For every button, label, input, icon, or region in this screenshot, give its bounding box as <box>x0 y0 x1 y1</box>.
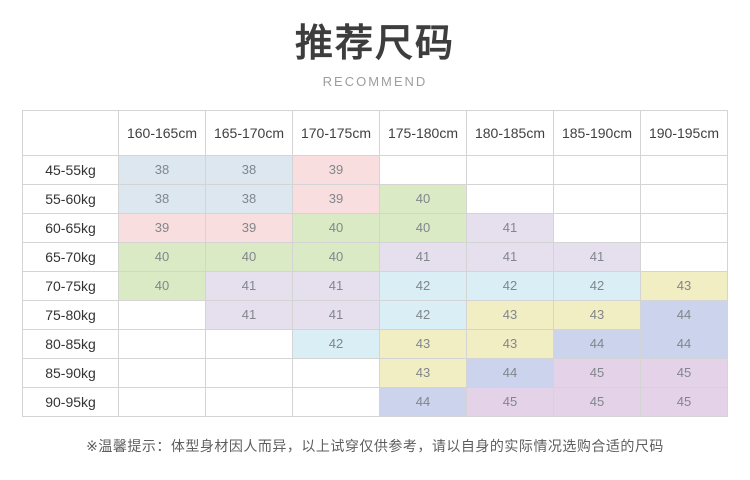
size-cell: 42 <box>292 328 380 359</box>
size-cell: 38 <box>205 183 293 214</box>
size-cell: 42 <box>466 270 554 301</box>
empty-cell <box>205 357 293 388</box>
size-cell: 45 <box>640 357 728 388</box>
size-cell: 43 <box>466 328 554 359</box>
size-cell: 45 <box>553 386 641 417</box>
corner-cell <box>22 109 119 156</box>
size-cell: 43 <box>553 299 641 330</box>
table-row: 55-60kg 38 38 39 40 <box>22 183 728 214</box>
size-cell: 42 <box>553 270 641 301</box>
size-table: 160-165cm 165-170cm 170-175cm 175-180cm 180-… <box>22 109 728 417</box>
size-cell: 41 <box>466 212 554 243</box>
size-cell: 43 <box>466 299 554 330</box>
size-cell: 42 <box>379 270 467 301</box>
empty-cell <box>640 241 728 272</box>
empty-cell <box>292 357 380 388</box>
size-cell: 40 <box>118 270 206 301</box>
size-cell: 39 <box>292 154 380 185</box>
empty-cell <box>118 328 206 359</box>
size-cell: 39 <box>205 212 293 243</box>
row-header-weight: 90-95kg <box>22 386 119 417</box>
empty-cell <box>553 212 641 243</box>
size-cell: 40 <box>379 212 467 243</box>
empty-cell <box>379 154 467 185</box>
page-title: 推荐尺码 <box>294 23 455 65</box>
footer-note: ※温馨提示：体型身材因人而异，以上试穿仅供参考，请以自身的实际情况选购合适的尺码 <box>86 437 664 454</box>
size-cell: 44 <box>553 328 641 359</box>
row-header-weight: 70-75kg <box>22 270 119 301</box>
column-header-height: 165-170cm <box>205 109 293 156</box>
row-header-weight: 55-60kg <box>22 183 119 214</box>
empty-cell <box>640 154 728 185</box>
empty-cell <box>466 154 554 185</box>
size-cell: 40 <box>118 241 206 272</box>
column-header-height: 185-190cm <box>553 109 641 156</box>
size-cell: 41 <box>292 270 380 301</box>
size-cell: 44 <box>379 386 467 417</box>
empty-cell <box>640 183 728 214</box>
row-header-weight: 80-85kg <box>22 328 119 359</box>
table-row: 65-70kg 40 40 40 41 41 41 <box>22 241 728 272</box>
size-cell: 38 <box>205 154 293 185</box>
size-cell: 40 <box>205 241 293 272</box>
page-subtitle: RECOMMEND <box>322 73 428 89</box>
column-header-height: 160-165cm <box>118 109 206 156</box>
size-cell: 39 <box>118 212 206 243</box>
empty-cell <box>466 183 554 214</box>
size-cell: 44 <box>466 357 554 388</box>
size-cell: 43 <box>379 357 467 388</box>
empty-cell <box>553 154 641 185</box>
column-header-height: 180-185cm <box>466 109 554 156</box>
size-cell: 40 <box>292 241 380 272</box>
empty-cell <box>292 386 380 417</box>
size-cell: 41 <box>292 299 380 330</box>
size-cell: 44 <box>640 299 728 330</box>
table-row: 85-90kg 43 44 45 45 <box>22 357 728 388</box>
empty-cell <box>118 386 206 417</box>
table-row: 75-80kg 41 41 42 43 43 44 <box>22 299 728 330</box>
size-cell: 43 <box>640 270 728 301</box>
size-cell: 38 <box>118 154 206 185</box>
size-cell: 40 <box>379 183 467 214</box>
size-cell: 45 <box>466 386 554 417</box>
table-row: 90-95kg 44 45 45 45 <box>22 386 728 417</box>
size-cell: 41 <box>553 241 641 272</box>
empty-cell <box>640 212 728 243</box>
empty-cell <box>205 328 293 359</box>
size-cell: 44 <box>640 328 728 359</box>
empty-cell <box>553 183 641 214</box>
size-cell: 39 <box>292 183 380 214</box>
size-cell: 43 <box>379 328 467 359</box>
table-row: 60-65kg 39 39 40 40 41 <box>22 212 728 243</box>
empty-cell <box>118 299 206 330</box>
row-header-weight: 45-55kg <box>22 154 119 185</box>
table-row: 80-85kg 42 43 43 44 44 <box>22 328 728 359</box>
size-cell: 41 <box>466 241 554 272</box>
size-cell: 45 <box>640 386 728 417</box>
size-cell: 41 <box>205 299 293 330</box>
row-header-weight: 60-65kg <box>22 212 119 243</box>
size-cell: 42 <box>379 299 467 330</box>
size-cell: 41 <box>205 270 293 301</box>
empty-cell <box>118 357 206 388</box>
row-header-weight: 75-80kg <box>22 299 119 330</box>
table-row: 70-75kg 40 41 41 42 42 42 43 <box>22 270 728 301</box>
size-table-head: 160-165cm 165-170cm 170-175cm 175-180cm 180-… <box>22 109 728 156</box>
column-header-height: 190-195cm <box>640 109 728 156</box>
size-cell: 45 <box>553 357 641 388</box>
table-row: 45-55kg 38 38 39 <box>22 154 728 185</box>
column-header-height: 175-180cm <box>379 109 467 156</box>
row-header-weight: 85-90kg <box>22 357 119 388</box>
size-cell: 40 <box>292 212 380 243</box>
empty-cell <box>205 386 293 417</box>
size-cell: 41 <box>379 241 467 272</box>
size-table-body: 45-55kg 38 38 39 55-60kg 38 38 39 40 60-65kg 39 39 4… <box>22 154 728 417</box>
header-row: 160-165cm 165-170cm 170-175cm 175-180cm 180-… <box>22 109 728 156</box>
size-cell: 38 <box>118 183 206 214</box>
row-header-weight: 65-70kg <box>22 241 119 272</box>
column-header-height: 170-175cm <box>292 109 380 156</box>
